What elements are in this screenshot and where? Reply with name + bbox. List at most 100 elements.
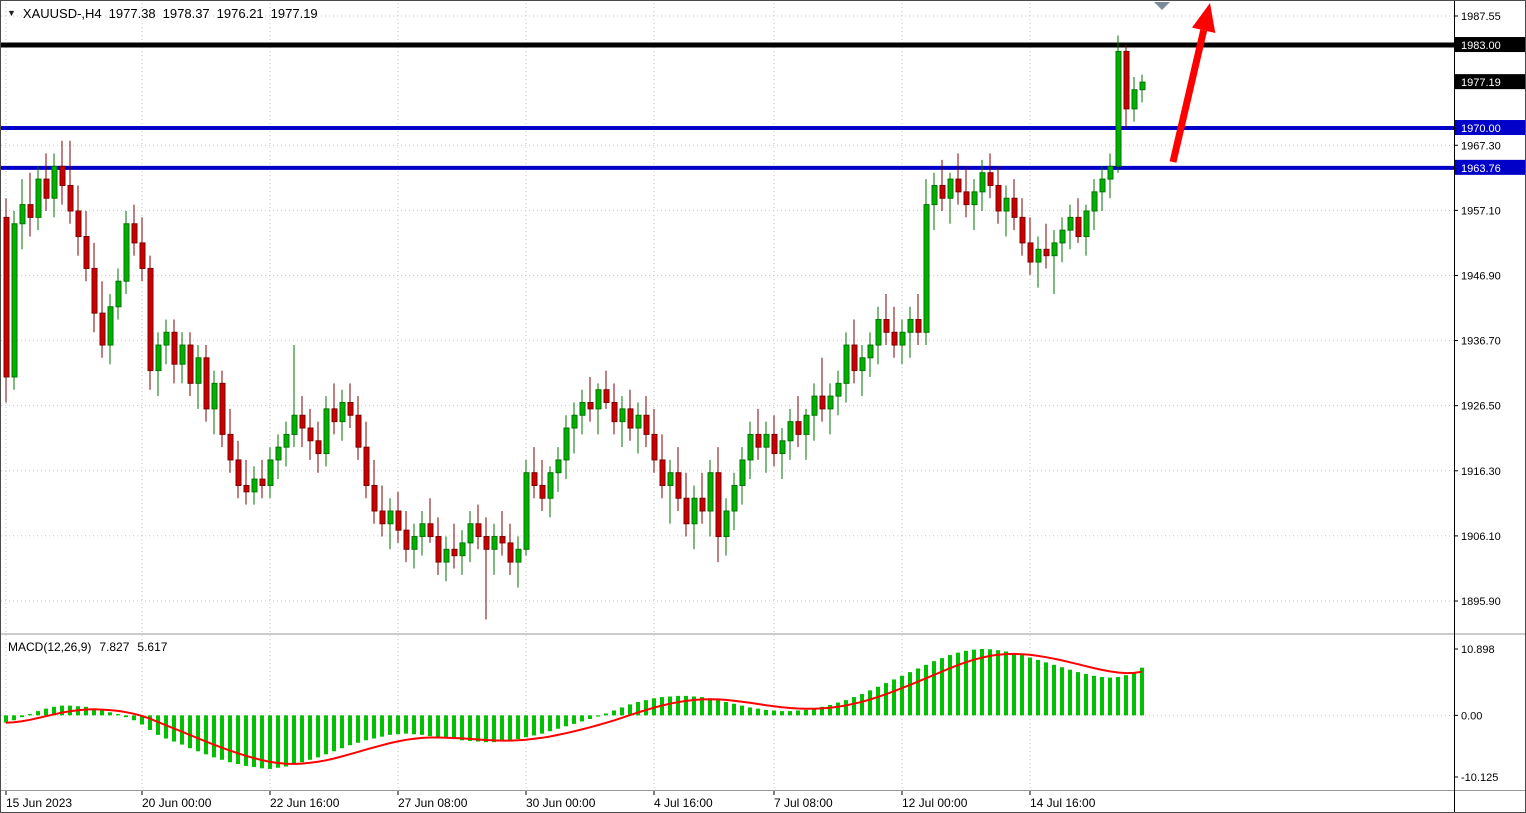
candle-bullish bbox=[859, 357, 866, 372]
macd-histogram-bar bbox=[180, 715, 184, 745]
candle-bearish bbox=[43, 178, 50, 199]
candle-bullish bbox=[163, 331, 170, 346]
price-tick-label: 1916.30 bbox=[1461, 466, 1501, 478]
time-axis[interactable] bbox=[1, 789, 1454, 812]
candle-bearish bbox=[507, 542, 514, 563]
macd-histogram-bar bbox=[812, 708, 816, 716]
candle-bearish bbox=[307, 427, 314, 442]
candle-bearish bbox=[131, 223, 138, 244]
macd-histogram-bar bbox=[292, 715, 296, 765]
candle-bearish bbox=[435, 536, 442, 563]
candle-bearish bbox=[531, 472, 538, 486]
chart-header: ▼ XAUUSD-,H4 1977.38 1978.37 1976.21 197… bbox=[7, 6, 318, 21]
macd-histogram-bar bbox=[956, 652, 960, 716]
candle-bearish bbox=[91, 267, 98, 314]
candle-bullish bbox=[811, 395, 818, 416]
chart-shift-marker-icon[interactable] bbox=[1154, 2, 1170, 10]
candle-bearish bbox=[755, 433, 762, 448]
macd-histogram-bar bbox=[284, 715, 288, 767]
candle-bullish bbox=[1099, 178, 1106, 193]
candle-bullish bbox=[1003, 197, 1010, 212]
candle-bearish bbox=[347, 401, 354, 416]
candle-bullish bbox=[275, 446, 282, 461]
macd-signal-line bbox=[5, 652, 1143, 765]
price-tick-label: 1926.50 bbox=[1461, 401, 1501, 413]
macd-histogram-bar bbox=[84, 706, 88, 716]
trend-arrow-line[interactable] bbox=[1169, 29, 1208, 163]
macd-histogram-bar bbox=[580, 715, 584, 722]
price-axis[interactable] bbox=[1453, 1, 1525, 812]
macd-histogram-bar bbox=[532, 715, 536, 736]
macd-histogram-bar bbox=[908, 672, 912, 716]
macd-histogram-bar bbox=[644, 700, 648, 716]
candle-bearish bbox=[795, 421, 802, 435]
macd-histogram-bar bbox=[1076, 672, 1080, 716]
price-badge bbox=[1455, 159, 1525, 175]
candle-bearish bbox=[355, 414, 362, 448]
macd-histogram-bar bbox=[628, 704, 632, 716]
candle-bearish bbox=[259, 478, 266, 486]
candle-bullish bbox=[387, 510, 394, 525]
macd-histogram-bar bbox=[100, 710, 104, 716]
candle-bullish bbox=[515, 548, 522, 563]
macd-histogram-bar bbox=[1036, 659, 1040, 716]
macd-histogram-bar bbox=[820, 706, 824, 716]
candle-bearish bbox=[475, 523, 482, 538]
macd-histogram-bar bbox=[676, 695, 680, 716]
macd-histogram-bar bbox=[380, 715, 384, 737]
time-tick-label: 7 Jul 08:00 bbox=[774, 796, 833, 810]
candle-bearish bbox=[659, 459, 666, 486]
candle-bullish bbox=[923, 204, 930, 333]
macd-histogram-bar bbox=[60, 705, 64, 716]
symbol-period-label: XAUUSD-,H4 bbox=[22, 6, 102, 21]
candle-bullish bbox=[411, 536, 418, 550]
trend-arrow-head[interactable] bbox=[1192, 3, 1216, 33]
time-tick-label: 4 Jul 16:00 bbox=[654, 796, 713, 810]
candle-bullish bbox=[115, 280, 122, 308]
macd-main-value: 7.827 bbox=[99, 640, 130, 654]
candle-bullish bbox=[1131, 89, 1138, 110]
price-badge-label: 1977.19 bbox=[1461, 77, 1501, 89]
macd-histogram-bar bbox=[716, 700, 720, 716]
macd-histogram-bar bbox=[268, 715, 272, 769]
macd-histogram-bar bbox=[196, 715, 200, 752]
candle-bearish bbox=[451, 548, 458, 557]
time-tick-label: 22 Jun 16:00 bbox=[270, 796, 340, 810]
candle-bullish bbox=[107, 306, 114, 346]
candle-bullish bbox=[1107, 165, 1114, 180]
candle-bearish bbox=[379, 510, 386, 525]
macd-histogram-bar bbox=[332, 715, 336, 752]
macd-histogram-bar bbox=[316, 715, 320, 758]
macd-histogram-bar bbox=[1124, 675, 1128, 716]
candle-bearish bbox=[611, 401, 618, 423]
macd-histogram-bar bbox=[700, 697, 704, 716]
candle-bullish bbox=[619, 408, 626, 423]
macd-histogram-bar bbox=[204, 715, 208, 755]
macd-histogram-bar bbox=[444, 715, 448, 739]
candle-bullish bbox=[291, 414, 298, 435]
macd-histogram-bar bbox=[396, 715, 400, 735]
macd-histogram-bar bbox=[708, 698, 712, 716]
candle-bullish bbox=[1083, 210, 1090, 238]
time-tick-label: 15 Jun 2023 bbox=[6, 796, 72, 810]
macd-histogram-bar bbox=[1060, 667, 1064, 716]
candle-bearish bbox=[299, 414, 306, 429]
macd-histogram-bar bbox=[980, 648, 984, 716]
macd-histogram-bar bbox=[188, 715, 192, 749]
candle-bullish bbox=[555, 459, 562, 474]
macd-histogram-bar bbox=[364, 715, 368, 741]
candle-bearish bbox=[643, 414, 650, 435]
macd-histogram-bar bbox=[124, 715, 128, 718]
candle-bearish bbox=[987, 172, 994, 186]
candle-bullish bbox=[467, 523, 474, 544]
macd-histogram-bar bbox=[516, 715, 520, 740]
chart-collapse-icon[interactable]: ▼ bbox=[7, 8, 16, 18]
price-tick-label: 1895.90 bbox=[1461, 596, 1501, 608]
candle-bullish bbox=[947, 178, 954, 199]
macd-histogram-bar bbox=[1052, 664, 1056, 716]
candle-bearish bbox=[219, 382, 226, 435]
macd-histogram-bar bbox=[916, 668, 920, 716]
macd-histogram-bar bbox=[948, 655, 952, 716]
